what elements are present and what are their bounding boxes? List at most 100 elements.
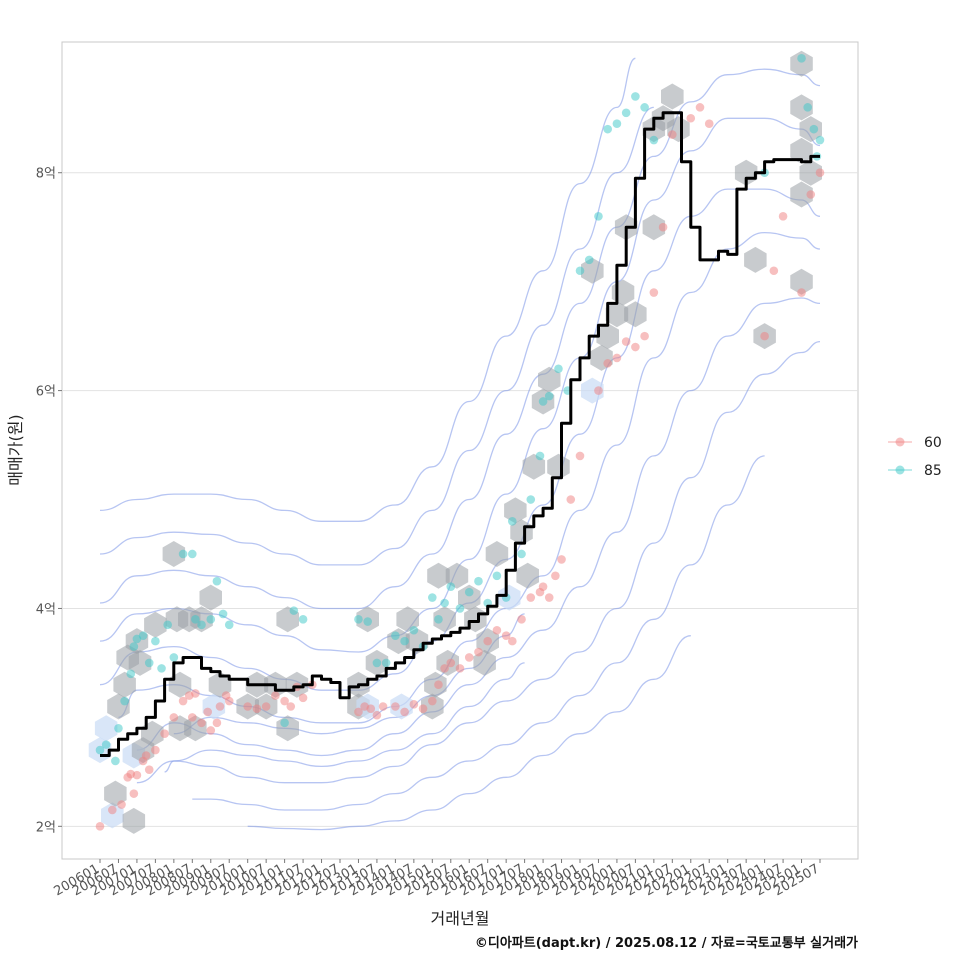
point-85 (535, 451, 545, 461)
point-60 (203, 707, 212, 717)
contour-line (136, 297, 821, 757)
point-85 (157, 664, 166, 673)
legend: 60 85 (888, 435, 942, 479)
hex-bin (790, 137, 813, 164)
contour-line (99, 106, 654, 566)
point-85 (144, 658, 154, 668)
point-60 (224, 696, 234, 706)
hex-bin (128, 649, 152, 676)
point-85 (544, 391, 554, 401)
point-85 (649, 135, 659, 145)
contour-line (99, 117, 821, 653)
point-60 (400, 707, 409, 717)
hex-bin (624, 301, 647, 328)
legend-swatch-point (895, 437, 905, 447)
point-85 (120, 696, 129, 706)
point-60 (621, 337, 631, 346)
point-85 (409, 625, 419, 635)
point-85 (114, 723, 123, 733)
contour-line (99, 57, 636, 522)
x-axis-title: 거래년월 (431, 909, 490, 928)
point-85 (151, 636, 160, 646)
point-60 (575, 451, 585, 461)
point-60 (298, 693, 308, 703)
point-85 (434, 615, 443, 624)
credit-text: ©디아파트(dapt.kr) / 2025.08.12 / 자료=국토교통부 실… (475, 935, 858, 951)
point-85 (95, 745, 105, 755)
point-85 (391, 631, 400, 640)
point-85 (526, 495, 536, 504)
point-60 (492, 625, 502, 635)
point-85 (474, 576, 483, 586)
point-60 (280, 696, 289, 706)
point-60 (428, 696, 437, 706)
hex-bin (190, 606, 213, 633)
point-60 (95, 822, 105, 831)
point-85 (101, 740, 111, 749)
hex-bin (396, 606, 419, 633)
point-60 (286, 702, 296, 711)
legend-item-60: 60 (888, 435, 942, 451)
hex-bin (485, 541, 509, 567)
point-85 (803, 103, 812, 112)
hex-bin (162, 541, 186, 567)
point-85 (280, 718, 289, 728)
hex-bin (94, 715, 118, 742)
point-60 (612, 353, 622, 363)
point-60 (434, 680, 443, 690)
point-60 (704, 119, 714, 128)
point-85 (815, 135, 825, 145)
contour-line (164, 340, 821, 784)
contour-line (192, 455, 765, 811)
legend-label-60: 60 (924, 435, 942, 451)
y-tick-label: 4억 (36, 602, 56, 617)
point-60 (197, 718, 206, 728)
point-60 (517, 615, 526, 624)
point-60 (508, 636, 517, 646)
point-60 (778, 211, 788, 221)
point-85 (508, 517, 517, 526)
point-85 (612, 119, 622, 128)
point-60 (538, 582, 548, 591)
point-85 (354, 615, 363, 624)
point-85 (197, 620, 206, 630)
point-85 (188, 549, 197, 559)
point-60 (191, 689, 200, 698)
hex-bin (504, 497, 527, 524)
point-85 (446, 582, 456, 591)
point-60 (631, 342, 640, 352)
density-contours (99, 57, 821, 831)
point-85 (212, 576, 222, 586)
point-60 (160, 729, 169, 739)
point-60 (594, 386, 603, 395)
legend-label-85: 85 (924, 463, 942, 479)
hex-bin (144, 611, 167, 638)
point-85 (809, 124, 819, 134)
hex-bin (122, 807, 146, 834)
point-60 (144, 765, 154, 774)
point-85 (169, 653, 179, 662)
point-60 (640, 331, 649, 341)
point-60 (409, 700, 419, 709)
hex-bin (427, 562, 450, 589)
hex-bin (101, 802, 124, 829)
point-60 (686, 113, 696, 123)
point-60 (117, 800, 126, 809)
scatter-points (95, 54, 825, 831)
point-60 (206, 726, 216, 735)
contour-line (99, 188, 821, 691)
point-60 (501, 631, 511, 640)
y-tick-label: 2억 (36, 820, 56, 835)
hex-bin (799, 159, 822, 186)
point-85 (191, 615, 200, 624)
point-85 (178, 549, 188, 559)
point-60 (526, 593, 536, 602)
point-60 (418, 704, 428, 713)
point-60 (141, 751, 151, 760)
point-60 (483, 636, 492, 646)
hex-bin (458, 584, 481, 611)
point-60 (372, 710, 382, 720)
hex-bin (790, 268, 813, 295)
point-85 (464, 587, 474, 597)
